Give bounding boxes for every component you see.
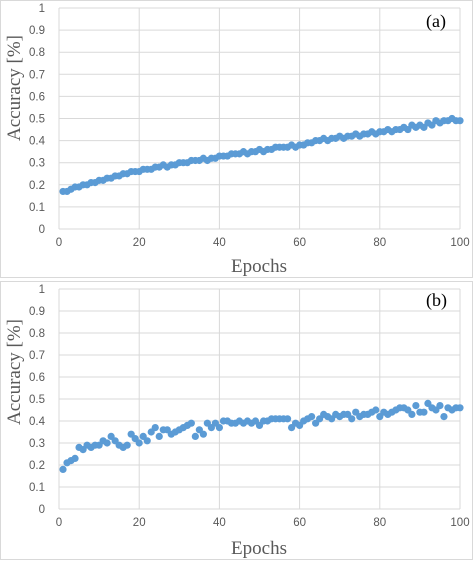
x-axis-label: Epochs bbox=[231, 538, 287, 559]
grid-lines bbox=[58, 7, 461, 230]
y-tick-label: 0.2 bbox=[29, 460, 45, 472]
data-point bbox=[143, 437, 151, 445]
tick-labels: 0 0.1 0.2 0.3 0.4 0.5 0.6 0.7 0.8 0.9 1 0 20 40 60 80 10… bbox=[29, 3, 470, 249]
data-point bbox=[456, 117, 464, 125]
x-tick-label: 0 bbox=[56, 237, 62, 249]
x-tick-label: 60 bbox=[293, 237, 306, 249]
data-point bbox=[456, 404, 464, 412]
chart-panel-a-frame bbox=[0, 0, 473, 278]
y-tick-label: 0.2 bbox=[29, 180, 45, 192]
data-point bbox=[308, 413, 316, 421]
y-tick-label: 0.9 bbox=[29, 306, 45, 318]
data-point bbox=[103, 439, 111, 447]
y-tick-label: 0 bbox=[39, 224, 45, 236]
data-point bbox=[191, 432, 199, 440]
chart-panel-a: 0 0.1 0.2 0.3 0.4 0.5 0.6 0.7 0.8 0.9 1 0 20 40 60 80 10… bbox=[4, 3, 470, 277]
y-tick-label: 0.1 bbox=[29, 202, 45, 214]
data-point bbox=[71, 454, 79, 462]
y-tick-label: 0.5 bbox=[29, 114, 45, 126]
data-point bbox=[436, 402, 444, 410]
x-tick-label: 40 bbox=[213, 237, 226, 249]
panel-label: (b) bbox=[426, 290, 447, 311]
panel-label: (a) bbox=[426, 11, 446, 32]
data-points bbox=[59, 114, 464, 196]
x-tick-label: 100 bbox=[450, 517, 469, 529]
data-point bbox=[187, 419, 195, 427]
data-point bbox=[199, 430, 207, 438]
y-tick-label: 0.4 bbox=[29, 136, 46, 148]
data-point bbox=[59, 465, 67, 473]
y-tick-label: 0.4 bbox=[29, 416, 46, 428]
x-tick-label: 20 bbox=[133, 237, 146, 249]
data-point bbox=[155, 432, 163, 440]
y-tick-label: 0 bbox=[39, 504, 45, 516]
tick-labels: 0 0.1 0.2 0.3 0.4 0.5 0.6 0.7 0.8 0.9 1 0 20 40 60 80 10… bbox=[29, 284, 470, 529]
y-tick-label: 0.6 bbox=[29, 91, 45, 103]
x-tick-label: 20 bbox=[133, 517, 146, 529]
y-tick-label: 0.3 bbox=[29, 158, 45, 170]
y-tick-label: 1 bbox=[39, 3, 45, 15]
y-tick-label: 0.1 bbox=[29, 482, 45, 494]
x-tick-label: 80 bbox=[373, 517, 386, 529]
y-tick-label: 0.5 bbox=[29, 394, 45, 406]
data-points bbox=[59, 399, 464, 473]
y-tick-label: 0.7 bbox=[29, 69, 45, 81]
data-point bbox=[372, 406, 380, 414]
chart-panel-b: 0 0.1 0.2 0.3 0.4 0.5 0.6 0.7 0.8 0.9 1 0 20 40 60 80 10… bbox=[4, 284, 470, 559]
data-point bbox=[348, 415, 356, 423]
data-point bbox=[440, 413, 448, 421]
data-point bbox=[215, 424, 223, 432]
x-tick-label: 100 bbox=[450, 237, 469, 249]
data-point bbox=[408, 410, 416, 418]
data-point bbox=[420, 408, 428, 416]
x-tick-label: 80 bbox=[373, 237, 386, 249]
data-point bbox=[135, 439, 143, 447]
y-axis-label: Accuracy [%] bbox=[4, 35, 25, 141]
y-tick-label: 0.8 bbox=[29, 328, 45, 340]
x-axis-label: Epochs bbox=[231, 256, 287, 277]
grid-lines bbox=[58, 288, 461, 510]
y-tick-label: 0.7 bbox=[29, 350, 45, 362]
y-tick-label: 0.8 bbox=[29, 47, 45, 59]
data-point bbox=[283, 415, 292, 423]
x-tick-label: 40 bbox=[213, 517, 226, 529]
x-tick-label: 60 bbox=[293, 517, 306, 529]
y-tick-label: 0.6 bbox=[29, 372, 45, 384]
data-point bbox=[151, 424, 159, 432]
y-axis-label: Accuracy [%] bbox=[4, 319, 25, 425]
y-tick-label: 0.9 bbox=[29, 25, 45, 37]
data-point bbox=[412, 402, 420, 410]
x-tick-label: 0 bbox=[56, 517, 62, 529]
y-tick-label: 0.3 bbox=[29, 438, 45, 450]
data-point bbox=[123, 441, 131, 449]
y-tick-label: 1 bbox=[39, 284, 45, 296]
